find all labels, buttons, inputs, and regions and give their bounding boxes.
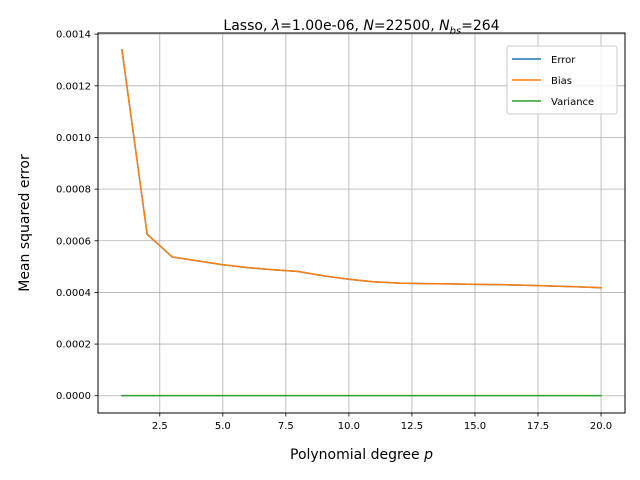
series-layer	[121, 49, 602, 397]
y-tick-label: 0.0006	[56, 236, 91, 247]
y-tick-label: 0.0000	[56, 391, 91, 402]
x-tick-label: 7.5	[278, 421, 294, 432]
x-axis-title: Polynomial degree p	[290, 447, 433, 463]
grid	[98, 33, 625, 413]
x-tick-label: 15.0	[464, 421, 486, 432]
y-tick-label: 0.0008	[56, 185, 91, 196]
x-tick-label: 20.0	[590, 421, 612, 432]
y-tick-label: 0.0014	[56, 30, 91, 41]
y-tick-label: 0.0002	[56, 340, 91, 351]
chart-title: Lasso, λ=1.00e-06, N=22500, Nbs=264	[223, 18, 499, 37]
legend-box	[506, 45, 618, 115]
series-line-bias	[121, 49, 602, 289]
x-tick-label: 12.5	[401, 421, 423, 432]
y-axis-title: Mean squared error	[17, 154, 33, 292]
legend-label-bias: Bias	[551, 76, 572, 87]
x-tick-label: 10.0	[338, 421, 360, 432]
y-tick-label: 0.0004	[56, 288, 91, 299]
y-tick-label: 0.0010	[56, 133, 91, 144]
x-axis-ticks: 2.5 5.0 7.5 10.0 12.5 15.0 17.5 20.0	[152, 413, 612, 432]
legend-label-variance: Variance	[551, 97, 594, 108]
x-tick-label: 5.0	[215, 421, 231, 432]
y-tick-label: 0.0012	[56, 81, 91, 92]
x-tick-label: 17.5	[527, 421, 549, 432]
y-axis-ticks: 0.0000 0.0002 0.0004 0.0006 0.0008 0.0010 0.00…	[56, 30, 98, 402]
x-tick-label: 2.5	[152, 421, 168, 432]
legend: Error Bias Variance	[506, 45, 618, 115]
axes-frame	[97, 32, 626, 414]
legend-label-error: Error	[551, 55, 576, 66]
